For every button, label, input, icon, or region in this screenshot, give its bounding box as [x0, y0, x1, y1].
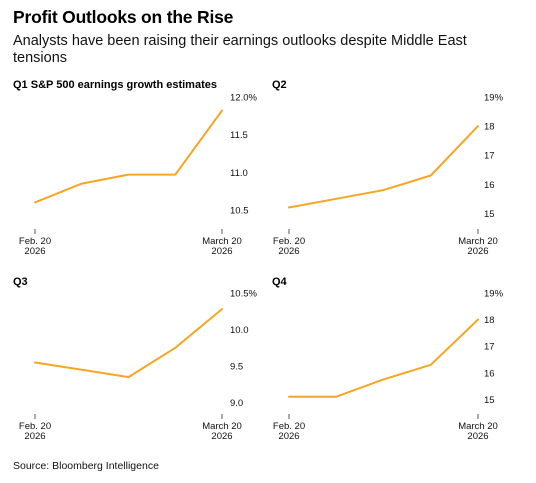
y-tick-label: 19% — [484, 93, 504, 104]
source-note: Source: Bloomberg Intelligence — [13, 460, 159, 472]
x-tick-label: March 20 — [202, 236, 242, 247]
y-tick-label: 16 — [484, 368, 495, 379]
y-tick-label: 12.0% — [230, 93, 257, 104]
y-tick-label: 17 — [484, 151, 495, 162]
y-tick-label: 15 — [484, 395, 495, 406]
y-tick-label: 9.5 — [230, 362, 243, 373]
y-tick-label: 19% — [484, 289, 504, 300]
y-tick-label: 9.0 — [230, 398, 243, 409]
x-tick-label: 2026 — [24, 246, 45, 257]
x-tick-label: Feb. 20 — [273, 236, 305, 247]
y-tick-label: 17 — [484, 342, 495, 353]
x-tick-label: 2026 — [467, 431, 488, 442]
x-tick-label: Feb. 20 — [273, 421, 305, 432]
x-tick-label: 2026 — [211, 246, 232, 257]
y-tick-label: 11.0 — [230, 168, 248, 179]
x-tick-label: Feb. 20 — [19, 236, 51, 247]
series-line — [34, 109, 223, 204]
y-tick-label: 10.5% — [230, 289, 257, 300]
x-tick-label: 2026 — [467, 246, 488, 257]
y-tick-label: 10.5 — [230, 205, 249, 216]
x-tick-label: March 20 — [202, 421, 242, 432]
x-tick-label: 2026 — [278, 431, 299, 442]
x-tick-label: March 20 — [458, 421, 498, 432]
y-tick-label: 15 — [484, 209, 495, 220]
x-tick-label: 2026 — [211, 431, 232, 442]
y-tick-label: 18 — [484, 122, 495, 133]
x-tick-label: 2026 — [24, 431, 45, 442]
y-tick-label: 10.0 — [230, 325, 249, 336]
panel-title: Q2 — [272, 79, 287, 91]
x-tick-label: March 20 — [458, 236, 498, 247]
y-tick-label: 18 — [484, 315, 495, 326]
x-tick-label: Feb. 20 — [19, 421, 51, 432]
series-line — [34, 308, 223, 379]
y-tick-label: 11.5 — [230, 130, 248, 141]
panel-title: Q1 S&P 500 earnings growth estimates — [13, 79, 217, 91]
page-title: Profit Outlooks on the Rise — [13, 7, 234, 27]
series-line — [288, 318, 479, 398]
page-subtitle: Analysts have been raising their earning… — [13, 33, 467, 66]
panel-title: Q3 — [13, 276, 28, 288]
panel-title: Q4 — [272, 276, 288, 288]
x-tick-label: 2026 — [278, 246, 299, 257]
series-line — [288, 125, 479, 209]
y-tick-label: 16 — [484, 180, 495, 191]
